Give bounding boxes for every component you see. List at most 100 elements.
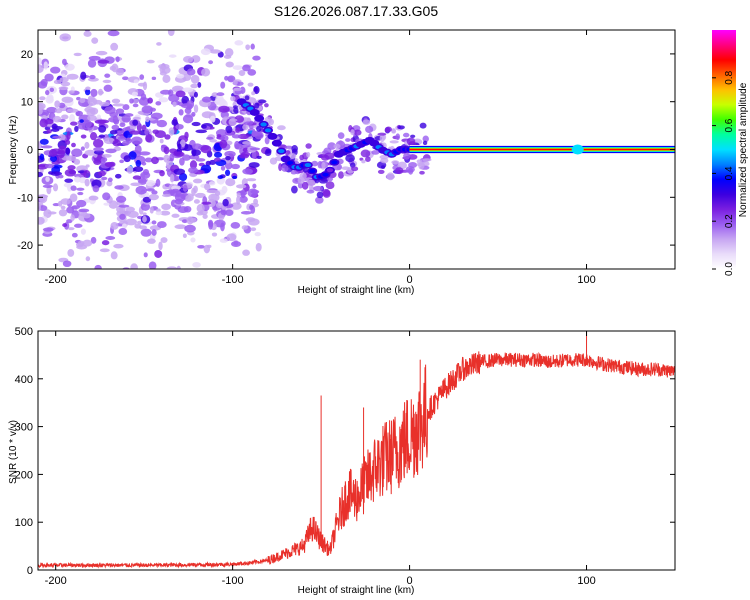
spectrogram-cell <box>151 156 159 165</box>
spectrogram-cell <box>242 147 249 153</box>
spectrogram-ridge-core <box>331 160 338 165</box>
spectrogram-cell <box>408 167 414 175</box>
spectrogram-cell <box>73 158 81 165</box>
spectrogram-cell <box>182 87 194 93</box>
spectrogram-cell <box>38 107 43 115</box>
spectrogram-cell <box>162 74 171 84</box>
spectrogram-cell <box>122 104 130 111</box>
spectrogram-cell <box>38 216 45 225</box>
spectrogram-cell <box>64 169 77 177</box>
spectrogram-cell <box>38 57 42 65</box>
spectrogram-ridge-core <box>269 134 276 139</box>
spectrogram-cell <box>222 198 229 207</box>
spectrogram-cell <box>52 135 62 139</box>
spectrogram-cell <box>224 161 233 170</box>
snr-ytick-label: 200 <box>15 469 33 481</box>
spectrogram-cell <box>53 79 62 85</box>
spectrogram-cell <box>172 175 181 182</box>
spectrogram-cell <box>256 155 262 160</box>
spectrogram-cell <box>225 155 231 161</box>
spectrogram-cell <box>160 89 172 95</box>
spectrogram-cell <box>156 119 168 128</box>
snr-xlabel: Height of straight line (km) <box>298 585 415 596</box>
spectrogram-cell <box>234 40 244 46</box>
snr-xtick-label: 100 <box>577 575 595 587</box>
spectrogram-cell <box>196 3 208 10</box>
spectrogram-cell <box>90 236 97 244</box>
spectrogram-cell <box>178 109 184 116</box>
carrier-blob <box>571 144 584 155</box>
spectrogram-cell <box>122 76 129 81</box>
spectrogram-cell <box>99 248 110 253</box>
spectrogram-cell <box>213 151 223 158</box>
spectrogram-cell <box>102 79 112 84</box>
spectrogram-cell <box>95 50 108 56</box>
spectrogram-cell <box>45 89 50 96</box>
spectrogram-cell <box>173 168 186 175</box>
spectrogram-cell <box>84 149 97 156</box>
spectrogram-cell <box>130 182 142 187</box>
spectrogram-cell <box>104 161 115 168</box>
spectrogram-cell <box>70 121 78 126</box>
spectrogram-cell <box>65 139 71 145</box>
spectrogram-cell <box>195 158 206 162</box>
spectrogram-cell <box>216 134 222 138</box>
spectrogram-cell <box>158 63 170 70</box>
spectrogram-cell <box>202 213 208 219</box>
spectrogram-cell <box>182 114 194 124</box>
spectrogram-cell <box>177 206 189 213</box>
spectrogram-cell <box>219 139 228 149</box>
spectrogram-cell <box>121 114 131 123</box>
spectrogram-cell <box>163 146 170 155</box>
spectrogram-cell <box>403 152 411 160</box>
spectrogram-cell <box>79 97 86 104</box>
spectrogram-cell <box>213 219 226 228</box>
spectrogram-cell <box>232 105 239 109</box>
spectrogram-cell <box>173 18 181 22</box>
spectrogram-cell <box>123 155 131 163</box>
spectrogram-cell <box>371 150 380 155</box>
spectrogram-cell <box>235 127 241 133</box>
spectrogram-cell <box>52 183 59 192</box>
spectrogram-cell <box>232 87 242 92</box>
spectrogram-ridge-core <box>326 168 334 173</box>
spectrogram-cell <box>325 181 335 190</box>
snr-ytick-label: 0 <box>27 565 33 577</box>
spectrogram-cell <box>67 165 76 171</box>
spectrogram-cell <box>241 225 248 230</box>
spectrogram-cell <box>176 73 185 79</box>
spectrogram-cell <box>241 22 253 28</box>
spectrogram-cell <box>215 202 224 209</box>
spectrogram-cell <box>305 143 312 149</box>
spectrogram-cell <box>252 183 257 189</box>
snr-ytick-label: 400 <box>15 374 33 386</box>
spectrogram-cell <box>361 159 366 164</box>
spectrogram-cell <box>230 241 242 248</box>
spectrogram-cell <box>58 149 65 159</box>
spectrogram-cell <box>225 178 236 187</box>
spectrogram-cell <box>145 133 153 143</box>
colorbar-tick-label: 0.8 <box>724 70 735 84</box>
spectrogram-cell <box>238 153 249 159</box>
spectrogram-cell <box>142 81 148 91</box>
spectrogram-cell <box>139 74 145 80</box>
spectrogram-cell <box>77 191 84 196</box>
spectrogram-cell <box>211 232 218 237</box>
spectrogram-cell <box>99 159 106 164</box>
spectrogram-cell <box>201 96 212 103</box>
spectrogram-cell <box>99 101 111 107</box>
spectrogram-cell <box>125 206 135 213</box>
spectrogram-cell <box>156 271 167 276</box>
spectrogram-cell <box>60 81 71 87</box>
spectrogram-cell <box>166 266 178 269</box>
spectrogram-cell <box>391 160 400 165</box>
spectrogram-cell <box>190 237 196 243</box>
spectrogram-cell <box>249 204 254 210</box>
spectrogram-cell <box>66 155 77 162</box>
snr-ytick-label: 100 <box>15 517 33 529</box>
spectrogram-cell <box>118 221 129 225</box>
spectrogram-cell <box>204 183 211 191</box>
spectrogram-ytick-label: -10 <box>17 192 33 204</box>
spectrogram-cell <box>250 227 257 232</box>
spectrogram-cell <box>184 224 196 233</box>
